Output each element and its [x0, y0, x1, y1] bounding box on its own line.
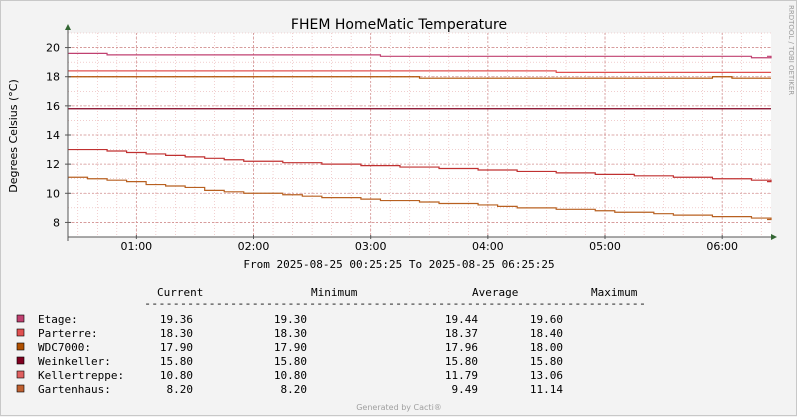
time-range-label: From 2025-08-25 00:25:25 To 2025-08-25 0… [243, 258, 554, 271]
legend-current: 15.80 [160, 355, 193, 368]
legend-label: Etage: [38, 313, 78, 326]
legend-table: Current Minimum Average Maximum --------… [16, 286, 646, 396]
legend-swatch [16, 314, 25, 323]
legend-minimum: 18.30 [274, 327, 307, 340]
legend-minimum: 8.20 [281, 383, 308, 396]
y-tick-label: 12 [46, 158, 60, 171]
legend-swatch [16, 342, 25, 351]
series-line-wdc7000 [68, 76, 771, 79]
series-line-kellertreppe [68, 148, 772, 183]
grid-lines [68, 32, 771, 238]
y-tick-labels: 8 10 12 14 16 18 20 [46, 42, 60, 230]
legend-current: 18.30 [160, 327, 193, 340]
x-tick-label: 03:00 [355, 240, 387, 253]
y-tick-label: 10 [46, 187, 60, 200]
legend-maximum: 18.40 [530, 327, 563, 340]
legend-label: WDC7000: [38, 341, 91, 354]
legend-swatch [16, 384, 25, 393]
y-axis-label: Degrees Celsius (°C) [7, 79, 20, 193]
legend-maximum: 13.06 [530, 369, 563, 382]
x-tick-label: 02:00 [238, 240, 270, 253]
generated-by: Generated by Cacti® [356, 403, 442, 412]
series-line-etage [68, 52, 772, 59]
y-tick-label: 8 [53, 216, 60, 229]
legend-header-minimum: Minimum [311, 286, 358, 299]
legend-minimum: 10.80 [274, 369, 307, 382]
legend-label: Gartenhaus: [38, 383, 111, 396]
legend-row: Etage: 19.36 19.30 19.44 19.60 [16, 313, 563, 326]
legend-maximum: 15.80 [530, 355, 563, 368]
x-tick-label: 06:00 [706, 240, 738, 253]
legend-row: Gartenhaus: 8.20 8.20 9.49 11.14 [16, 383, 563, 396]
axes [65, 24, 777, 241]
series-lines [68, 52, 772, 221]
legend-label: Weinkeller: [38, 355, 111, 368]
y-tick-label: 14 [46, 129, 60, 142]
y-tick-label: 20 [46, 42, 60, 55]
x-tick-label: 04:00 [472, 240, 504, 253]
legend-divider: ----------------------------------------… [144, 297, 646, 310]
legend-current: 10.80 [160, 369, 193, 382]
legend-header-maximum: Maximum [591, 286, 638, 299]
legend-average: 18.37 [445, 327, 478, 340]
legend-row: WDC7000: 17.90 17.90 17.96 18.00 [16, 341, 563, 354]
legend-label: Kellertreppe: [38, 369, 124, 382]
legend-row: Weinkeller: 15.80 15.80 15.80 15.80 [16, 355, 563, 368]
legend-average: 19.44 [445, 313, 478, 326]
rrdtool-watermark: RRDTOOL / TOBI OETIKER [787, 5, 795, 95]
legend-average: 15.80 [445, 355, 478, 368]
legend-current: 17.90 [160, 341, 193, 354]
legend-minimum: 15.80 [274, 355, 307, 368]
legend-row: Kellertreppe: 10.80 10.80 11.79 13.06 [16, 369, 563, 382]
legend-current: 8.20 [167, 383, 194, 396]
x-tick-label: 01:00 [120, 240, 152, 253]
legend-row: Parterre: 18.30 18.30 18.37 18.40 [16, 327, 563, 340]
y-tick-label: 18 [46, 71, 60, 84]
legend-minimum: 19.30 [274, 313, 307, 326]
legend-minimum: 17.90 [274, 341, 307, 354]
legend-swatch [16, 370, 25, 379]
legend-average: 9.49 [452, 383, 479, 396]
legend-maximum: 18.00 [530, 341, 563, 354]
legend-swatch [16, 356, 25, 365]
legend-maximum: 19.60 [530, 313, 563, 326]
x-tick-labels: 01:00 02:00 03:00 04:00 05:00 06:00 [120, 240, 738, 253]
series-line-parterre [68, 70, 771, 73]
series-line-gartenhaus [68, 176, 772, 221]
chart-title: FHEM HomeMatic Temperature [291, 17, 507, 33]
legend-maximum: 11.14 [530, 383, 563, 396]
legend-label: Parterre: [38, 327, 98, 340]
y-tick-label: 16 [46, 100, 60, 113]
x-tick-label: 05:00 [589, 240, 621, 253]
y-axis-arrow [65, 24, 71, 30]
legend-header-average: Average [472, 286, 518, 299]
legend-header-current: Current [157, 286, 203, 299]
legend-current: 19.36 [160, 313, 193, 326]
x-axis-arrow [771, 234, 777, 240]
legend-swatch [16, 328, 25, 337]
legend-average: 17.96 [445, 341, 478, 354]
legend-average: 11.79 [445, 369, 478, 382]
